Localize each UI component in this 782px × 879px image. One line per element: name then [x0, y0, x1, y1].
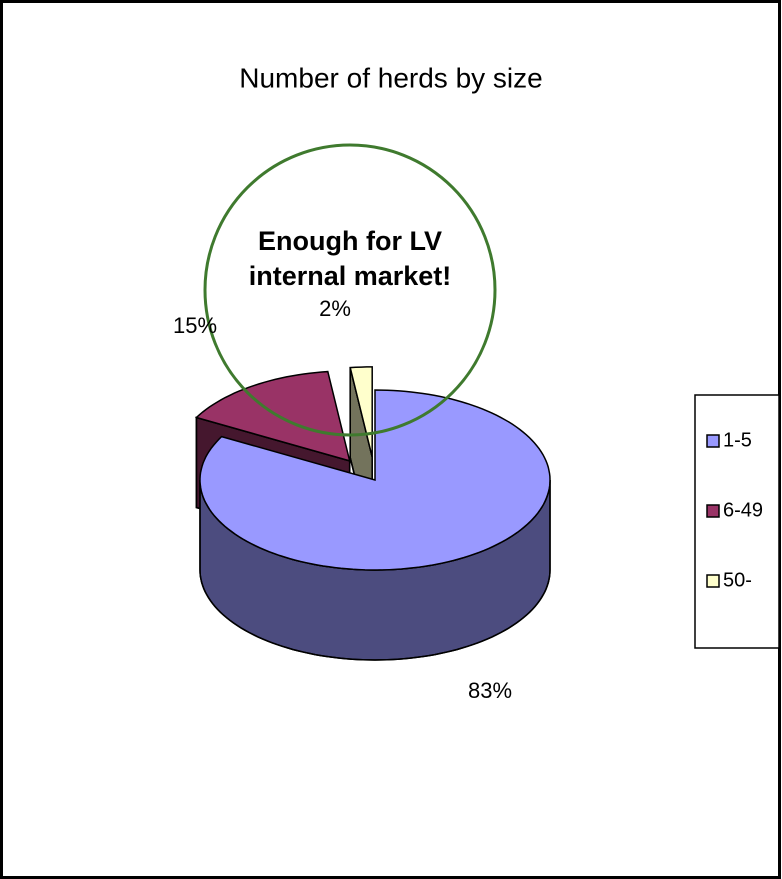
slice	[199, 389, 551, 571]
slice	[194, 370, 351, 462]
legend-label: 6-49	[723, 499, 763, 521]
data-label: 15%	[173, 313, 217, 338]
legend-swatch	[706, 504, 720, 518]
data-label: 2%	[319, 296, 351, 321]
legend-label: 1-5	[723, 429, 752, 451]
highlight-circle	[203, 143, 497, 437]
pie	[194, 366, 551, 661]
legend-swatch	[706, 574, 720, 588]
chart-title: Number of herds by size	[239, 62, 542, 93]
annotation: internal market!	[249, 261, 452, 291]
data-label: 83%	[468, 678, 512, 703]
annotation: Enough for LV	[258, 226, 442, 256]
legend-swatch	[706, 434, 720, 448]
legend-label: 50-	[723, 569, 752, 591]
